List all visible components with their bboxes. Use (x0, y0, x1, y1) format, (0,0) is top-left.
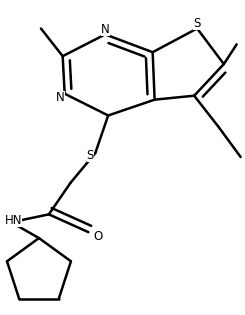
Text: S: S (87, 149, 94, 162)
Text: N: N (56, 91, 65, 104)
Text: O: O (94, 230, 103, 243)
Text: HN: HN (4, 214, 22, 227)
Text: N: N (101, 23, 110, 36)
Text: S: S (194, 17, 201, 30)
